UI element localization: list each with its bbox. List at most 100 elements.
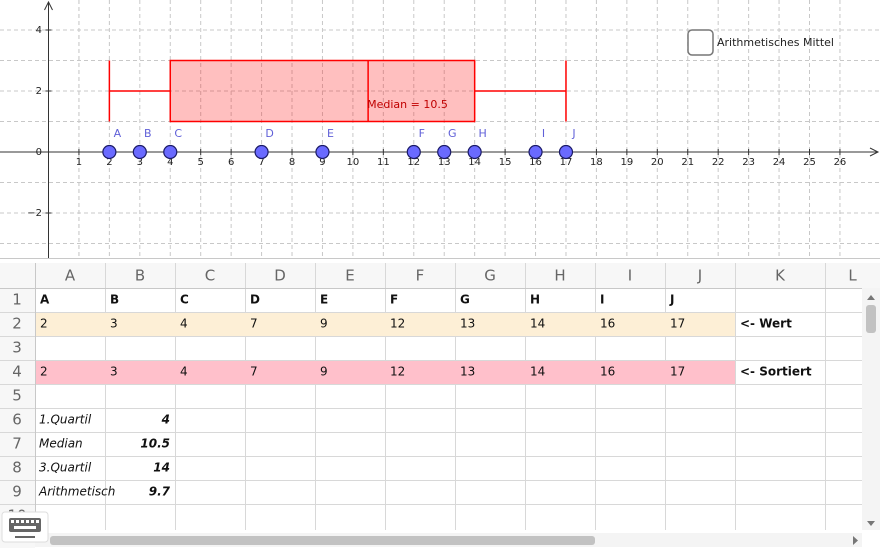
column-header[interactable]: K	[775, 267, 786, 285]
cell[interactable]: 12	[390, 317, 405, 331]
point[interactable]	[102, 144, 117, 160]
cell[interactable]: 17	[670, 317, 685, 331]
point-label: C	[174, 127, 182, 140]
cell[interactable]: 16	[600, 317, 615, 331]
cell-value[interactable]: 4	[161, 413, 170, 427]
cell[interactable]: 13	[460, 365, 475, 379]
scroll-right-arrow[interactable]	[853, 536, 858, 545]
cell[interactable]: 2	[40, 365, 48, 379]
cell[interactable]: 7	[250, 365, 258, 379]
cell[interactable]: A	[40, 293, 50, 307]
row-header[interactable]: 1	[12, 291, 22, 309]
point-label: G	[448, 127, 457, 140]
column-header[interactable]: I	[628, 267, 632, 285]
cell[interactable]: G	[460, 293, 470, 307]
cell-value[interactable]: 10.5	[140, 437, 170, 451]
cell-value[interactable]: 14	[153, 461, 170, 475]
column-header[interactable]: F	[416, 267, 425, 285]
column-header[interactable]: H	[554, 267, 565, 285]
point[interactable]	[437, 144, 452, 160]
x-tick-label: 10	[347, 157, 360, 168]
checkbox-label: Arithmetisches Mittel	[717, 36, 834, 49]
cell[interactable]: F	[390, 293, 398, 307]
x-tick-label: 13	[438, 157, 451, 168]
x-tick-label: 14	[468, 157, 481, 168]
scroll-up-arrow[interactable]	[867, 295, 875, 300]
cell[interactable]: I	[600, 293, 604, 307]
column-header[interactable]: E	[345, 267, 354, 285]
cell-comment[interactable]: <- Wert	[740, 317, 792, 331]
row-header[interactable]: 5	[12, 387, 22, 405]
row-header[interactable]: 4	[12, 363, 22, 381]
row-fill	[35, 360, 735, 384]
cell[interactable]: H	[530, 293, 540, 307]
vertical-scrollbar	[862, 288, 880, 530]
x-tick-label: 19	[620, 157, 633, 168]
cell[interactable]: 14	[530, 365, 545, 379]
cell[interactable]: 13	[460, 317, 475, 331]
x-tick-label: 15	[499, 157, 512, 168]
cell[interactable]: 12	[390, 365, 405, 379]
cell-label[interactable]: Arithmetisch	[38, 485, 115, 499]
row-header[interactable]: 7	[12, 435, 22, 453]
cell[interactable]: 9	[320, 317, 328, 331]
x-tick-label: 7	[258, 157, 264, 168]
column-header[interactable]: B	[135, 267, 145, 285]
cell[interactable]: J	[669, 293, 674, 307]
scroll-down-arrow[interactable]	[867, 521, 875, 526]
cell[interactable]: E	[320, 293, 328, 307]
x-tick-label: 11	[377, 157, 390, 168]
cell[interactable]: D	[250, 293, 260, 307]
point[interactable]	[558, 144, 574, 160]
cell[interactable]: 3	[110, 317, 118, 331]
cell[interactable]: 9	[320, 365, 328, 379]
cell-label[interactable]: 1.Quartil	[39, 413, 92, 427]
x-tick-label: 4	[167, 157, 173, 168]
point[interactable]	[315, 144, 330, 160]
keyboard-space	[14, 526, 36, 529]
row-header[interactable]: 8	[12, 459, 22, 477]
cell-comment[interactable]: <- Sortiert	[740, 365, 812, 379]
x-tick-label: 1	[76, 157, 82, 168]
cell[interactable]: 2	[40, 317, 48, 331]
cell[interactable]: 14	[530, 317, 545, 331]
cell[interactable]: 4	[180, 317, 188, 331]
column-header[interactable]: G	[484, 267, 496, 285]
cell[interactable]: 17	[670, 365, 685, 379]
row-header[interactable]: 9	[12, 483, 22, 501]
point[interactable]	[132, 144, 147, 160]
checkbox[interactable]	[687, 29, 714, 56]
point[interactable]	[467, 144, 482, 160]
horizontal-scroll-thumb[interactable]	[50, 536, 595, 545]
vertical-scroll-thumb[interactable]	[866, 305, 876, 333]
point[interactable]	[163, 144, 178, 160]
cell[interactable]: 4	[180, 365, 188, 379]
graphics-view	[0, 0, 880, 258]
point[interactable]	[406, 144, 421, 160]
cell[interactable]: 3	[110, 365, 118, 379]
cell-label[interactable]: Median	[39, 437, 83, 451]
point[interactable]	[528, 144, 543, 160]
keyboard-key	[16, 520, 19, 523]
column-header[interactable]: D	[274, 267, 286, 285]
cell[interactable]: 16	[600, 365, 615, 379]
row-header[interactable]: 3	[12, 339, 22, 357]
x-tick-label: 12	[407, 157, 420, 168]
x-tick-label: 22	[712, 157, 725, 168]
cell[interactable]: B	[110, 293, 119, 307]
y-tick-label: 2	[36, 86, 42, 97]
row-header[interactable]: 2	[12, 315, 22, 333]
keyboard-button[interactable]	[1, 511, 49, 543]
cell[interactable]: C	[180, 293, 189, 307]
column-header[interactable]: C	[205, 267, 215, 285]
column-header[interactable]: A	[65, 267, 76, 285]
median-label: Median = 10.5	[367, 98, 448, 111]
column-header[interactable]: J	[697, 267, 702, 285]
row-header[interactable]: 6	[12, 411, 22, 429]
cell-label[interactable]: 3.Quartil	[39, 461, 92, 475]
cell-value[interactable]: 9.7	[149, 485, 171, 499]
point[interactable]	[254, 144, 269, 160]
cell[interactable]: 7	[250, 317, 258, 331]
keyboard-key	[21, 520, 24, 523]
column-header[interactable]: L	[848, 267, 857, 285]
